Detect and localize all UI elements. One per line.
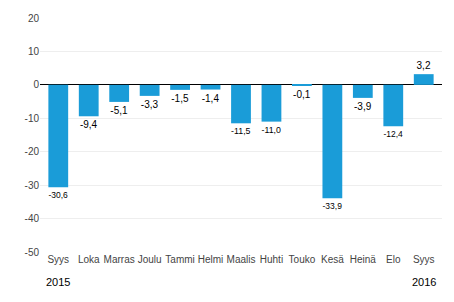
- svg-text:-50: -50: [25, 247, 40, 258]
- svg-text:3,2: 3,2: [417, 60, 431, 71]
- svg-text:-3,3: -3,3: [141, 99, 159, 110]
- svg-text:-40: -40: [25, 213, 40, 224]
- svg-text:Maalis: Maalis: [227, 254, 256, 265]
- svg-text:-12,4: -12,4: [383, 129, 403, 139]
- svg-text:Kesä: Kesä: [321, 254, 344, 265]
- svg-text:Huhti: Huhti: [260, 254, 283, 265]
- svg-text:0: 0: [33, 79, 39, 90]
- svg-text:-11,5: -11,5: [231, 126, 251, 136]
- svg-text:Elo: Elo: [386, 254, 401, 265]
- svg-text:-30: -30: [25, 180, 40, 191]
- svg-text:-5,1: -5,1: [110, 105, 128, 116]
- svg-text:-1,5: -1,5: [171, 93, 189, 104]
- svg-text:-0,1: -0,1: [293, 89, 311, 100]
- svg-text:Syys: Syys: [413, 254, 435, 265]
- svg-text:Tammi: Tammi: [165, 254, 194, 265]
- svg-text:10: 10: [28, 46, 40, 57]
- svg-text:2016: 2016: [412, 276, 436, 288]
- svg-text:Touko: Touko: [289, 254, 316, 265]
- svg-text:-3,9: -3,9: [354, 101, 372, 112]
- svg-text:Joulu: Joulu: [138, 254, 162, 265]
- svg-text:-9,4: -9,4: [80, 119, 98, 130]
- svg-text:Loka: Loka: [78, 254, 100, 265]
- svg-text:Syys: Syys: [47, 254, 69, 265]
- svg-text:-30,6: -30,6: [48, 190, 68, 200]
- svg-text:2015: 2015: [46, 276, 70, 288]
- svg-text:-20: -20: [25, 146, 40, 157]
- svg-text:Helmi: Helmi: [198, 254, 224, 265]
- svg-text:20: 20: [28, 13, 40, 24]
- svg-text:-11,0: -11,0: [262, 125, 281, 135]
- svg-text:Marras: Marras: [104, 254, 135, 265]
- svg-text:-1,4: -1,4: [202, 93, 220, 104]
- svg-text:-10: -10: [25, 113, 40, 124]
- svg-text:Heinä: Heinä: [350, 254, 377, 265]
- svg-text:-33,9: -33,9: [322, 201, 342, 211]
